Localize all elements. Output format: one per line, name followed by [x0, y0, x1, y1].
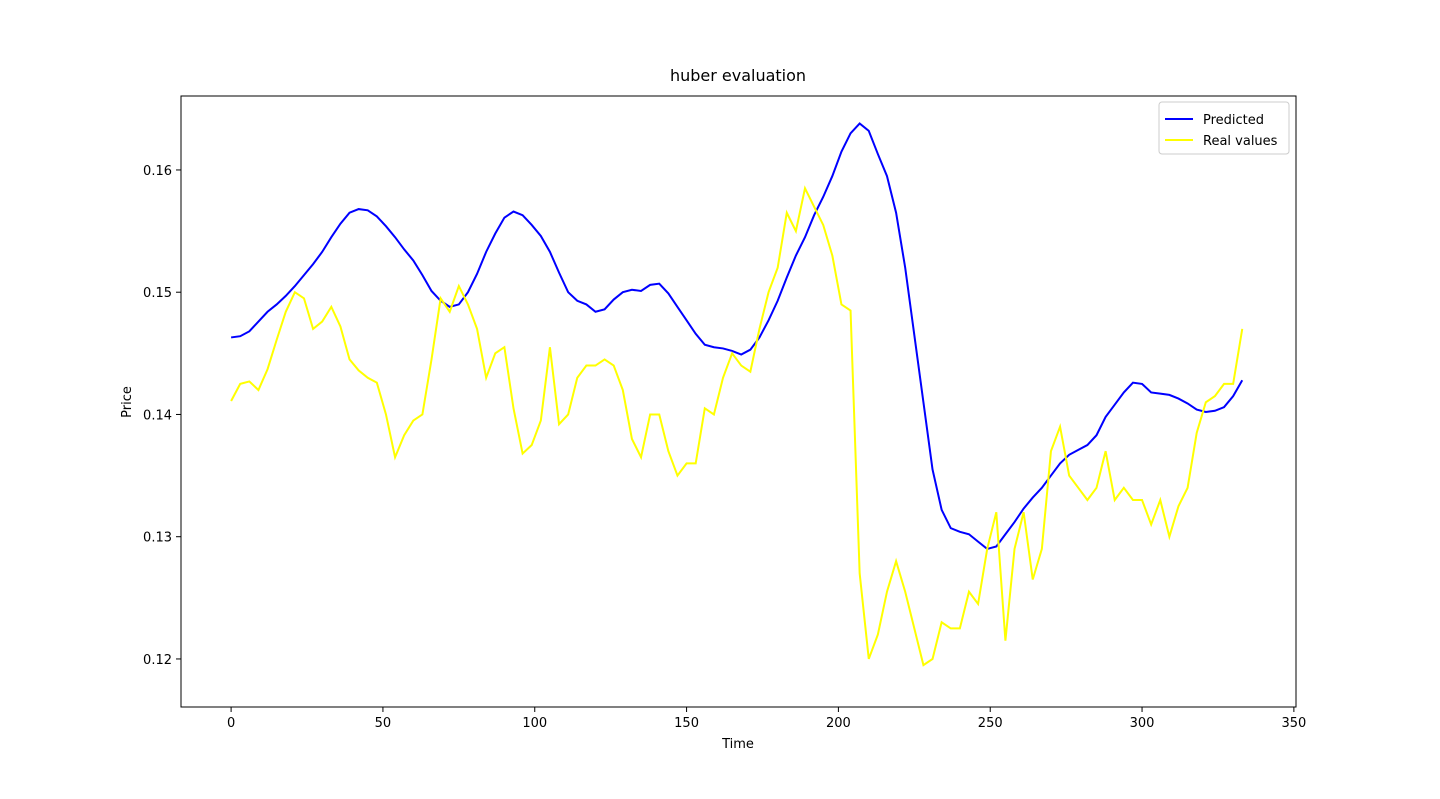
y-tick-label: 0.13 — [143, 531, 172, 546]
legend-label: Predicted — [1203, 113, 1264, 128]
x-tick-label: 0 — [227, 716, 235, 731]
y-tick-label: 0.16 — [143, 164, 172, 179]
plot-frame — [180, 95, 1297, 708]
series-line — [230, 185, 1244, 667]
x-tick-label: 250 — [978, 716, 1003, 731]
x-axis-label: Time — [721, 737, 754, 752]
x-tick-label: 150 — [674, 716, 699, 731]
y-tick-label: 0.15 — [143, 286, 172, 301]
y-axis-label: Price — [120, 386, 135, 418]
y-tick-label: 0.14 — [143, 408, 172, 423]
x-tick-label: 50 — [375, 716, 392, 731]
series-line — [230, 122, 1244, 551]
y-tick-label: 0.12 — [143, 653, 172, 668]
chart-title: huber evaluation — [670, 66, 806, 85]
legend-label: Real values — [1203, 134, 1278, 149]
x-tick-label: 350 — [1281, 716, 1306, 731]
x-tick-label: 300 — [1130, 716, 1155, 731]
x-tick-label: 200 — [826, 716, 851, 731]
x-tick-label: 100 — [522, 716, 547, 731]
